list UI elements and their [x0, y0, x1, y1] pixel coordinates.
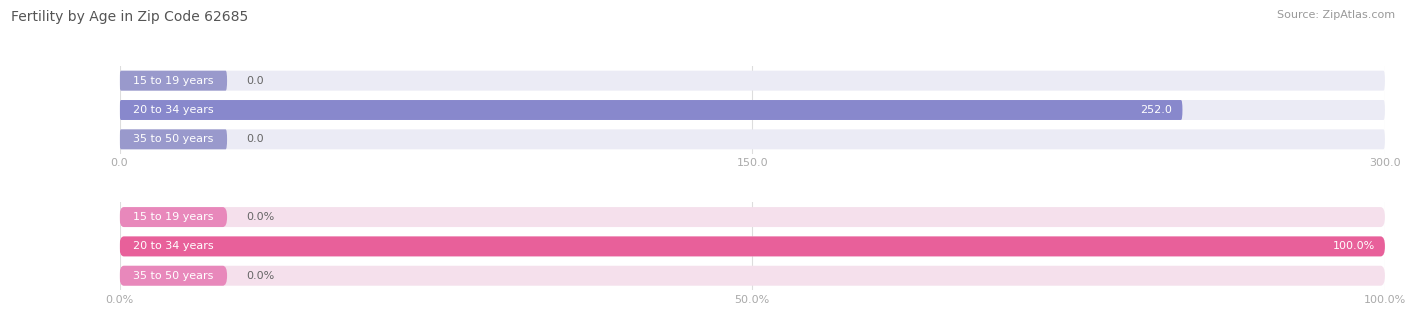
FancyBboxPatch shape — [120, 266, 228, 286]
Text: 252.0: 252.0 — [1140, 105, 1173, 115]
Text: 100.0%: 100.0% — [1333, 242, 1375, 251]
FancyBboxPatch shape — [120, 129, 1385, 149]
Text: 15 to 19 years: 15 to 19 years — [134, 76, 214, 86]
FancyBboxPatch shape — [120, 100, 1182, 120]
Text: 20 to 34 years: 20 to 34 years — [134, 105, 214, 115]
Text: 0.0%: 0.0% — [246, 271, 274, 281]
Text: 20 to 34 years: 20 to 34 years — [134, 242, 214, 251]
Text: Fertility by Age in Zip Code 62685: Fertility by Age in Zip Code 62685 — [11, 10, 249, 24]
FancyBboxPatch shape — [120, 71, 228, 91]
FancyBboxPatch shape — [120, 236, 1385, 256]
FancyBboxPatch shape — [120, 207, 228, 227]
Text: Source: ZipAtlas.com: Source: ZipAtlas.com — [1277, 10, 1395, 20]
FancyBboxPatch shape — [120, 207, 1385, 227]
FancyBboxPatch shape — [120, 71, 1385, 91]
Text: 0.0: 0.0 — [246, 76, 264, 86]
FancyBboxPatch shape — [120, 129, 228, 149]
Text: 0.0: 0.0 — [246, 134, 264, 144]
Text: 15 to 19 years: 15 to 19 years — [134, 212, 214, 222]
Text: 35 to 50 years: 35 to 50 years — [134, 271, 214, 281]
Text: 0.0%: 0.0% — [246, 212, 274, 222]
Text: 35 to 50 years: 35 to 50 years — [134, 134, 214, 144]
FancyBboxPatch shape — [120, 100, 1385, 120]
FancyBboxPatch shape — [120, 266, 1385, 286]
FancyBboxPatch shape — [120, 236, 1385, 256]
